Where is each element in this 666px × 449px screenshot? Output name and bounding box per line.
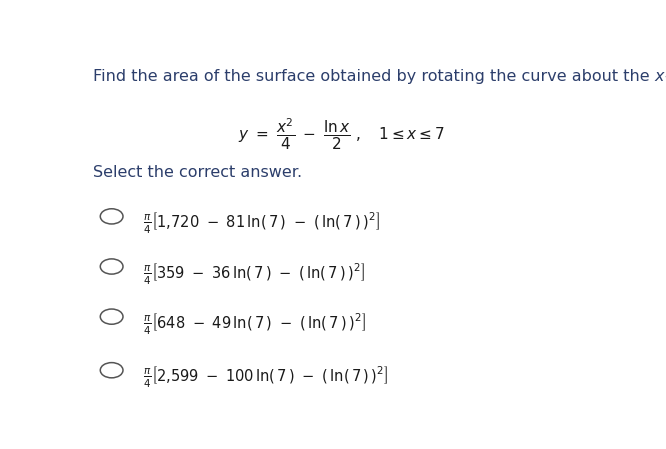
Text: Find the area of the surface obtained by rotating the curve about the: Find the area of the surface obtained by… — [93, 70, 654, 84]
Text: $\frac{\pi}{4}\left[359\ -\ 36\,\mathrm{ln}(\,7\,)\ -\ (\,\mathrm{ln}(\,7\,)\,)^: $\frac{\pi}{4}\left[359\ -\ 36\,\mathrm{… — [143, 261, 365, 286]
Text: $\frac{\pi}{4}\left[2{,}599\ -\ 100\,\mathrm{ln}(\,7\,)\ -\ (\,\mathrm{ln}(\,7\,: $\frac{\pi}{4}\left[2{,}599\ -\ 100\,\ma… — [143, 365, 388, 390]
Text: Select the correct answer.: Select the correct answer. — [93, 164, 302, 180]
Text: $\frac{\pi}{4}\left[1{,}720\ -\ 81\,\mathrm{ln}(\,7\,)\ -\ (\,\mathrm{ln}(\,7\,): $\frac{\pi}{4}\left[1{,}720\ -\ 81\,\mat… — [143, 211, 380, 237]
Text: $y\ =\ \dfrac{x^2}{4}\ -\ \dfrac{\mathrm{ln}\,x}{2}\ ,\quad 1\leq x\leq 7$: $y\ =\ \dfrac{x^2}{4}\ -\ \dfrac{\mathrm… — [238, 116, 445, 152]
Text: -axis.: -axis. — [664, 70, 666, 84]
Text: x: x — [654, 70, 664, 84]
Text: $\frac{\pi}{4}\left[648\ -\ 49\,\mathrm{ln}(\,7\,)\ -\ (\,\mathrm{ln}(\,7\,)\,)^: $\frac{\pi}{4}\left[648\ -\ 49\,\mathrm{… — [143, 312, 366, 337]
